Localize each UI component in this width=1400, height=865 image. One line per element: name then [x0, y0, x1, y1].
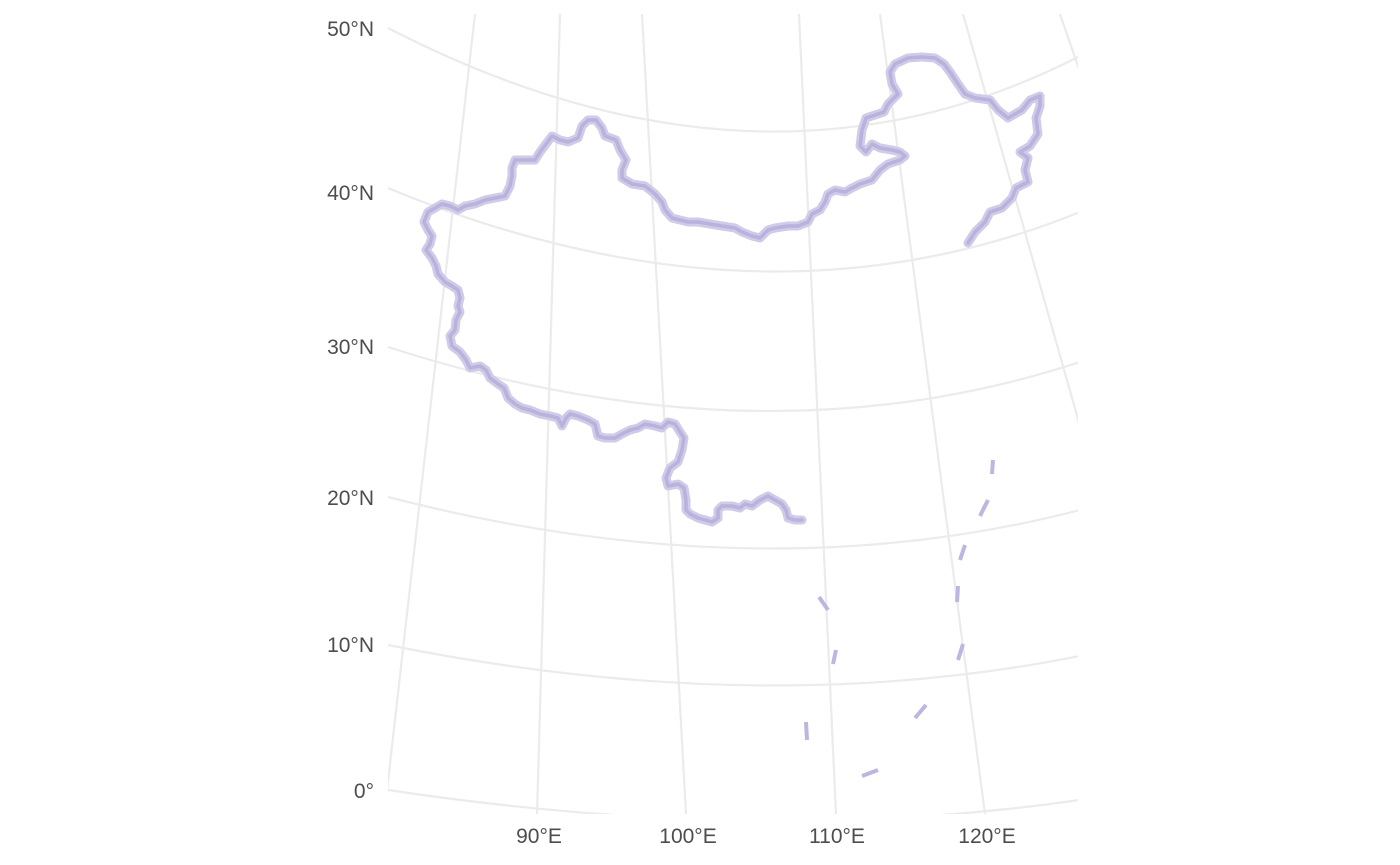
lat-label-20: 20°N	[327, 487, 374, 510]
dash-segment-8	[817, 595, 830, 612]
china-border-line	[422, 55, 1042, 524]
lat-label-0: 0°	[354, 780, 374, 803]
dash-segment-3	[958, 544, 967, 561]
lat-label-30: 30°N	[327, 336, 374, 359]
graticule	[388, 14, 1078, 814]
dash-segment-1	[990, 459, 995, 475]
nine-dash-line	[804, 459, 995, 778]
meridian-110	[797, 14, 838, 814]
lat-label-50: 50°N	[327, 18, 374, 41]
parallel-10	[388, 643, 1078, 687]
lat-label-10: 10°N	[327, 634, 374, 657]
dash-segment-2	[978, 499, 990, 517]
parallel-50	[388, 27, 1078, 133]
lon-label-90: 90°E	[516, 825, 562, 848]
meridian-140	[1058, 14, 1078, 70]
dash-segment-5	[956, 643, 965, 661]
lon-label-110: 110°E	[809, 825, 865, 848]
lon-label-120: 120°E	[958, 825, 1015, 848]
dash-segment-9	[831, 649, 838, 665]
longitude-axis: 90°E 100°E 110°E 120°E	[516, 825, 1016, 848]
lon-label-100: 100°E	[659, 825, 716, 848]
dash-segment-4	[955, 585, 960, 603]
dash-segment-10	[804, 721, 809, 741]
latitude-axis: 50°N 40°N 30°N 20°N 10°N 0°	[327, 18, 374, 803]
parallel-0	[388, 788, 1078, 814]
china-border-halo	[419, 52, 1045, 527]
meridian-130	[961, 14, 1078, 423]
meridian-120	[878, 14, 987, 814]
meridian-80	[388, 14, 477, 792]
china-border	[419, 52, 1045, 527]
dash-segment-7	[861, 768, 879, 778]
parallel-40	[388, 186, 1078, 273]
parallel-20	[388, 495, 1078, 550]
lat-label-40: 40°N	[327, 182, 374, 205]
dash-segment-6	[913, 703, 928, 720]
meridian-100	[640, 14, 688, 814]
